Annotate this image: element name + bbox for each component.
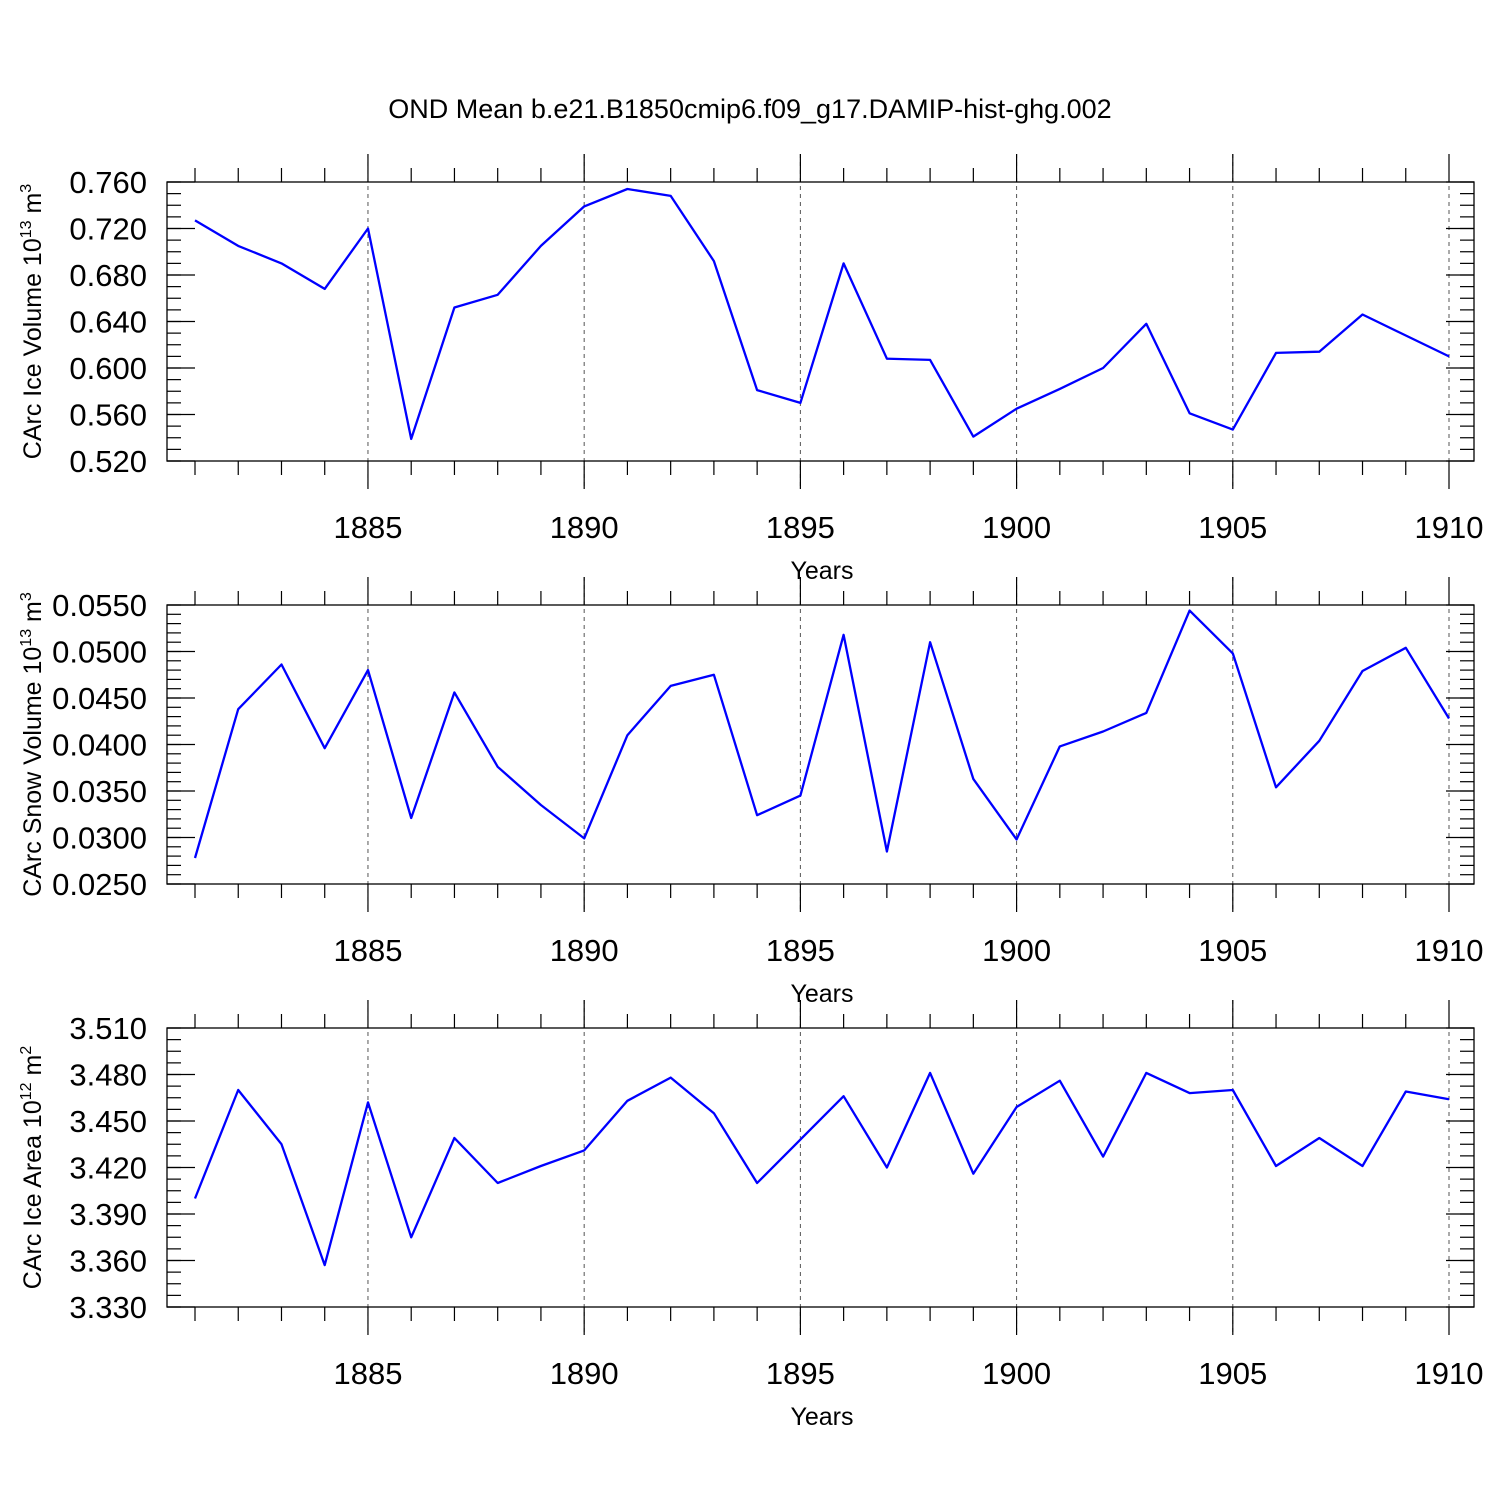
x-tick-label: 1900 <box>982 1356 1051 1391</box>
x-tick-label: 1890 <box>550 510 619 545</box>
x-axis-title: Years <box>790 1403 853 1431</box>
y-tick-label: 0.0350 <box>52 774 147 809</box>
y-tick-label: 3.510 <box>69 1011 147 1046</box>
y-tick-label: 0.0450 <box>52 681 147 716</box>
y-tick-label: 3.450 <box>69 1104 147 1139</box>
y-tick-label: 0.0300 <box>52 821 147 856</box>
x-tick-label: 1910 <box>1415 933 1484 968</box>
x-tick-label: 1910 <box>1415 510 1484 545</box>
x-tick-label: 1910 <box>1415 1356 1484 1391</box>
y-axis-title-text: CArc Ice Volume 10 <box>19 238 47 459</box>
y-tick-label: 0.720 <box>69 212 147 247</box>
y-tick-label: 3.360 <box>69 1244 147 1279</box>
series-line <box>193 609 1450 859</box>
figure-title: OND Mean b.e21.B1850cmip6.f09_g17.DAMIP-… <box>388 94 1111 124</box>
y-tick-label: 0.520 <box>69 444 147 479</box>
y-tick-label: 0.760 <box>69 165 147 200</box>
y-axis-title: CArc Ice Volume 1013 m3 <box>18 184 47 460</box>
y-tick-label: 3.330 <box>69 1290 147 1325</box>
chart-panel-2: 0.0250 0.0300 0.0350 0.0400 0.0450 0.0500 0.05… <box>18 577 1483 1008</box>
y-axis-title-unit: m <box>19 193 47 221</box>
y-axis-title: CArc Ice Area 1012 m2 <box>18 1046 47 1290</box>
x-tick-label: 1905 <box>1198 510 1267 545</box>
x-tick-label: 1905 <box>1198 1356 1267 1391</box>
x-tick-label: 1900 <box>982 933 1051 968</box>
chart-panel-3: 3.330 3.360 3.390 3.420 3.450 3.480 3.510 1885 1… <box>18 1000 1483 1431</box>
y-axis-title-text: CArc Ice Area 10 <box>19 1100 47 1289</box>
x-tick-label: 1895 <box>766 510 835 545</box>
y-tick-label: 0.0500 <box>52 635 147 670</box>
x-axis-title: Years <box>790 557 853 585</box>
y-axis-title-exponent: 13 <box>18 220 35 238</box>
y-tick-label: 0.640 <box>69 305 147 340</box>
x-tick-label: 1885 <box>333 1356 402 1391</box>
y-axis-title-exponent: 12 <box>18 1082 35 1100</box>
x-tick-label: 1890 <box>550 1356 619 1391</box>
chart-panel-1: 0.520 0.560 0.600 0.640 0.680 0.720 0.760 1885 1… <box>18 154 1483 585</box>
y-tick-label: 0.560 <box>69 398 147 433</box>
y-tick-label: 0.0250 <box>52 867 147 902</box>
y-axis-title-exponent: 13 <box>18 629 35 647</box>
y-axis-title-unit-exponent: 3 <box>18 592 35 601</box>
series-line <box>194 187 1450 441</box>
y-tick-label: 3.480 <box>69 1058 147 1093</box>
x-tick-label: 1885 <box>333 510 402 545</box>
x-tick-label: 1895 <box>766 1356 835 1391</box>
y-tick-label: 3.420 <box>69 1151 147 1186</box>
y-tick-label: 0.0550 <box>52 588 147 623</box>
y-axis-title-unit: m <box>19 1055 47 1083</box>
x-tick-label: 1900 <box>982 510 1051 545</box>
y-axis-title: CArc Snow Volume 1013 m3 <box>18 592 47 897</box>
panels: 0.520 0.560 0.600 0.640 0.680 0.720 0.760 1885 1… <box>18 154 1483 1431</box>
y-tick-label: 0.600 <box>69 351 147 386</box>
y-axis-title-unit-exponent: 2 <box>18 1046 35 1055</box>
x-axis-title: Years <box>790 980 853 1008</box>
x-tick-label: 1885 <box>333 933 402 968</box>
y-tick-label: 3.390 <box>69 1197 147 1232</box>
y-tick-label: 0.680 <box>69 258 147 293</box>
y-axis-title-unit-exponent: 3 <box>18 184 35 193</box>
x-tick-label: 1895 <box>766 933 835 968</box>
series-line <box>193 1071 1450 1267</box>
y-tick-label: 0.0400 <box>52 728 147 763</box>
x-tick-label: 1905 <box>1198 933 1267 968</box>
y-axis-title-unit: m <box>19 601 47 629</box>
x-tick-label: 1890 <box>550 933 619 968</box>
y-axis-title-text: CArc Snow Volume 10 <box>19 647 47 897</box>
